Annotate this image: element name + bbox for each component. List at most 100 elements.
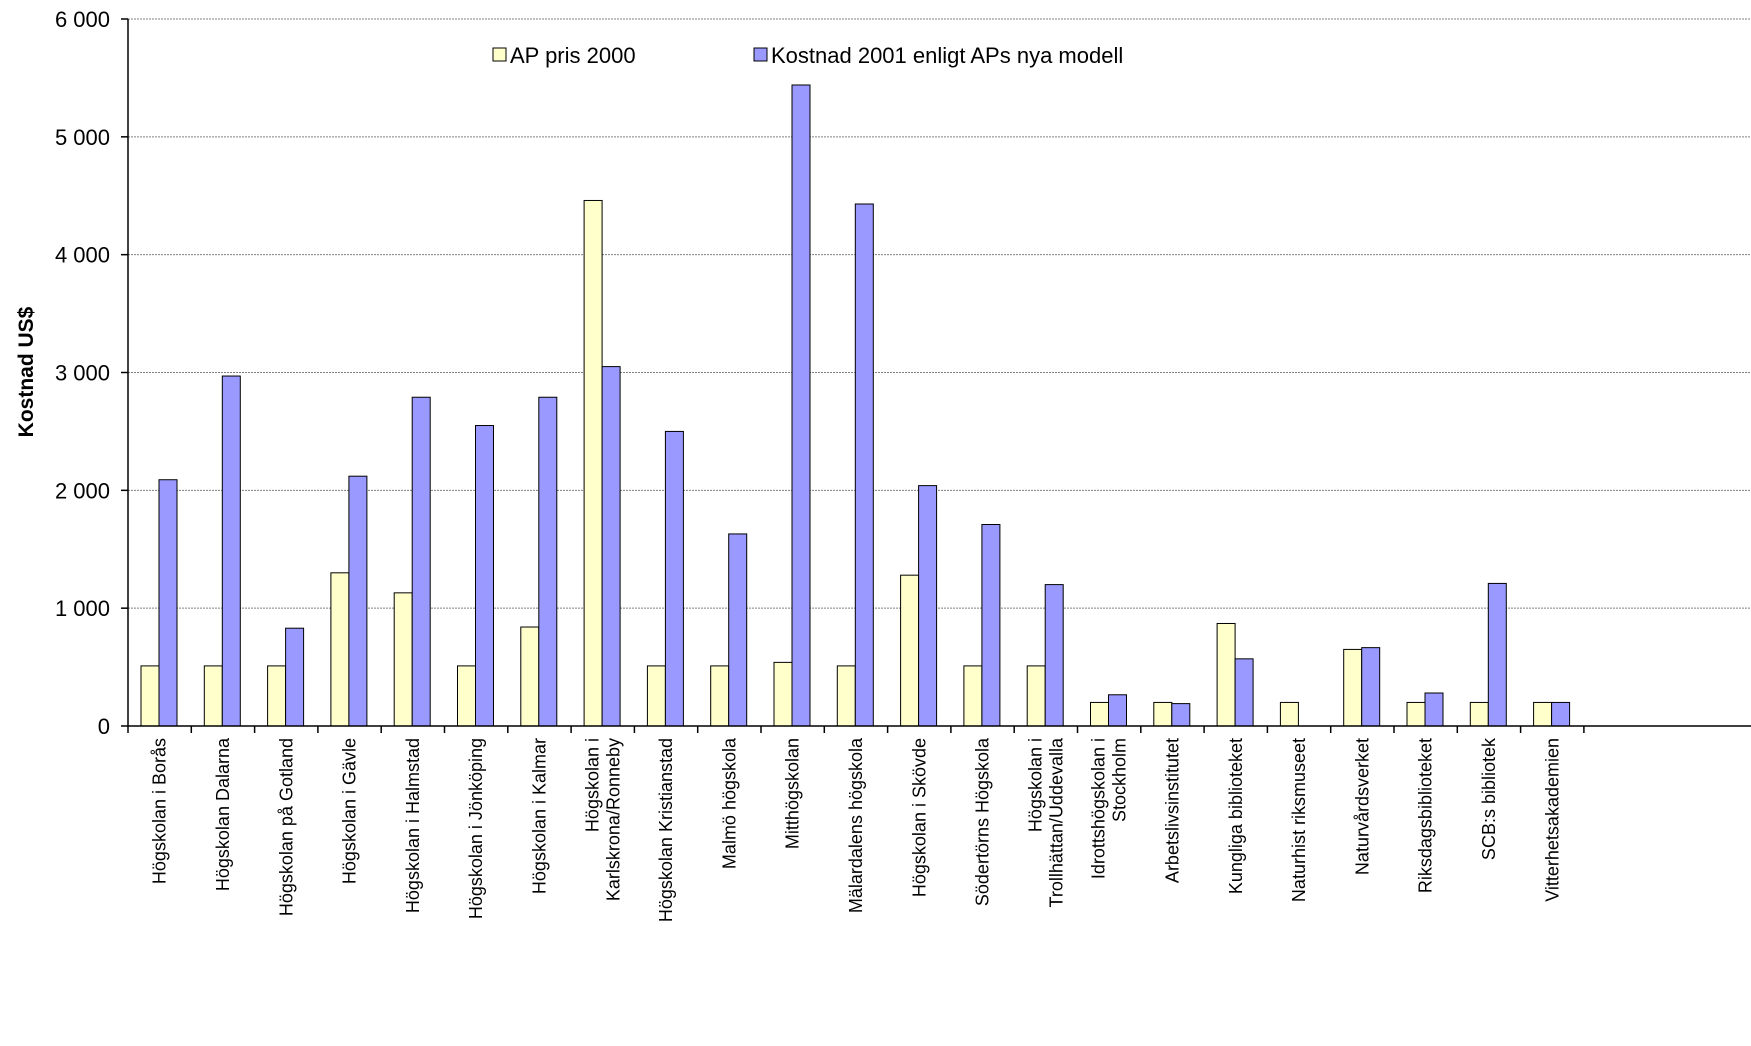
- bar-kostnad-2001: [981, 524, 1001, 727]
- bar-kostnad-2001: [411, 396, 431, 727]
- bars: [140, 84, 1571, 727]
- legend-swatch: [492, 47, 507, 62]
- svg-text:SCB:s bibliotek: SCB:s bibliotek: [1479, 737, 1499, 860]
- y-tick-label: 0: [98, 714, 110, 739]
- svg-text:Högskolan iKarlskrona/Ronneby: Högskolan iKarlskrona/Ronneby: [582, 738, 623, 901]
- x-tick-label: Naturhist riksmuseet: [1289, 738, 1309, 902]
- bar-kostnad-2001: [728, 533, 748, 727]
- x-tick-label: SCB:s bibliotek: [1479, 737, 1499, 860]
- legend-swatch: [753, 47, 768, 62]
- bar-kostnad-2001: [1234, 658, 1254, 727]
- x-tick-label: Högskolan i Jönköping: [466, 738, 486, 919]
- svg-text:Naturvårdsverket: Naturvårdsverket: [1352, 738, 1372, 875]
- bar-ap-pris-2000: [457, 665, 476, 727]
- y-tick-label: 1 000: [55, 596, 110, 621]
- bar-ap-pris-2000: [836, 665, 856, 727]
- svg-text:Mälardalens högskola: Mälardalens högskola: [846, 737, 866, 913]
- axes: [121, 18, 1751, 733]
- bar-ap-pris-2000: [1216, 622, 1236, 727]
- svg-text:Högskolan på Gotland: Högskolan på Gotland: [276, 738, 296, 916]
- x-tick-label: Malmö högskola: [719, 737, 739, 869]
- y-tick-label: 5 000: [55, 125, 110, 150]
- bar-ap-pris-2000: [267, 665, 287, 727]
- x-tick-label: Högskolan i Borås: [150, 738, 170, 884]
- x-tick-label: Högskolan iKarlskrona/Ronneby: [582, 738, 623, 901]
- bar-kostnad-2001: [1424, 692, 1444, 727]
- x-tick-label: Högskolan Kristianstad: [656, 738, 676, 922]
- x-tick-label: Riksdagsbiblioteket: [1416, 738, 1436, 893]
- bar-kostnad-2001: [475, 425, 494, 727]
- bar-kostnad-2001: [1171, 703, 1191, 727]
- y-axis-label: Kostnad US$: [15, 306, 38, 437]
- svg-text:Högskolan i Gävle: Högskolan i Gävle: [340, 738, 360, 884]
- bar-kostnad-2001: [285, 627, 305, 727]
- x-tick-label: Högskolan i Skövde: [909, 738, 929, 897]
- bar-kostnad-2001: [1108, 694, 1127, 727]
- bar-kostnad-2001: [1044, 584, 1064, 727]
- y-tick-label: 4 000: [55, 243, 110, 268]
- svg-text:Mitthögskolan: Mitthögskolan: [783, 738, 803, 849]
- x-tick-label: Högskolan iTrollhättan/Uddevalla: [1025, 737, 1066, 907]
- x-tick-label: Idrottshögskolan iStockholm: [1089, 738, 1130, 879]
- legend-label: AP pris 2000: [510, 43, 636, 68]
- bar-ap-pris-2000: [773, 661, 793, 727]
- bar-ap-pris-2000: [1406, 701, 1426, 727]
- x-tick-label: Högskolan i Kalmar: [529, 738, 549, 894]
- bar-ap-pris-2000: [1090, 701, 1109, 727]
- svg-text:Högskolan iTrollhättan/Uddeval: Högskolan iTrollhättan/Uddevalla: [1025, 737, 1066, 907]
- bar-ap-pris-2000: [1343, 648, 1363, 727]
- x-tick-labels: Högskolan i Borås Högskolan Dalarna Högsko…: [150, 737, 1563, 922]
- bar-ap-pris-2000: [393, 592, 413, 727]
- x-tick-label: Kungliga biblioteket: [1226, 738, 1246, 894]
- svg-text:Naturhist riksmuseet: Naturhist riksmuseet: [1289, 738, 1309, 902]
- bar-ap-pris-2000: [1026, 665, 1046, 727]
- bar-ap-pris-2000: [583, 199, 603, 727]
- bar-ap-pris-2000: [203, 665, 223, 727]
- bar-ap-pris-2000: [1279, 701, 1299, 727]
- bar-kostnad-2001: [791, 84, 811, 727]
- svg-text:Idrottshögskolan iStockholm: Idrottshögskolan iStockholm: [1089, 738, 1130, 879]
- svg-text:Riksdagsbiblioteket: Riksdagsbiblioteket: [1416, 738, 1436, 893]
- x-tick-label: Arbetslivsinstitutet: [1162, 738, 1182, 883]
- bar-ap-pris-2000: [520, 626, 540, 727]
- bar-kostnad-2001: [1361, 647, 1381, 727]
- y-tick-label: 3 000: [55, 361, 110, 386]
- svg-text:Arbetslivsinstitutet: Arbetslivsinstitutet: [1162, 738, 1182, 883]
- svg-text:Kungliga biblioteket: Kungliga biblioteket: [1226, 738, 1246, 894]
- bar-kostnad-2001: [538, 396, 558, 727]
- x-tick-label: Högskolan i Gävle: [340, 738, 360, 884]
- x-tick-label: Vitterhetsakademien: [1542, 738, 1562, 902]
- svg-text:Högskolan Dalarna: Högskolan Dalarna: [213, 737, 233, 891]
- y-tick-label: 2 000: [55, 478, 110, 503]
- svg-text:Högskolan i Kalmar: Högskolan i Kalmar: [529, 738, 549, 894]
- legend-label: Kostnad 2001 enligt APs nya modell: [771, 43, 1123, 68]
- bar-kostnad-2001: [221, 375, 241, 727]
- y-tick-label: 6 000: [55, 7, 110, 32]
- svg-text:Högskolan i Halmstad: Högskolan i Halmstad: [403, 738, 423, 913]
- svg-text:Högskolan i Borås: Högskolan i Borås: [150, 738, 170, 884]
- x-tick-label: Högskolan Dalarna: [213, 737, 233, 891]
- bar-ap-pris-2000: [1153, 701, 1173, 727]
- bar-ap-pris-2000: [1533, 701, 1553, 727]
- bar-kostnad-2001: [158, 479, 178, 727]
- bar-ap-pris-2000: [646, 665, 666, 727]
- x-tick-label: Mitthögskolan: [783, 738, 803, 849]
- bar-kostnad-2001: [1551, 701, 1571, 727]
- y-tick-labels: 0 1 000 2 000 3 000 4 000 5 000 6 000: [55, 7, 110, 739]
- bar-kostnad-2001: [854, 203, 874, 727]
- x-tick-label: Södertörns Högskola: [973, 737, 993, 906]
- bar-ap-pris-2000: [140, 665, 160, 727]
- bar-ap-pris-2000: [330, 572, 350, 727]
- x-tick-label: Naturvårdsverket: [1352, 738, 1372, 875]
- svg-text:Malmö högskola: Malmö högskola: [719, 737, 739, 869]
- bar-kostnad-2001: [664, 430, 684, 727]
- svg-text:Vitterhetsakademien: Vitterhetsakademien: [1542, 738, 1562, 902]
- bar-kostnad-2001: [601, 366, 621, 727]
- svg-text:Högskolan i Jönköping: Högskolan i Jönköping: [466, 738, 486, 919]
- bar-kostnad-2001: [1487, 582, 1507, 727]
- x-tick-label: Mälardalens högskola: [846, 737, 866, 913]
- gridlines: [128, 18, 1751, 609]
- svg-text:Södertörns Högskola: Södertörns Högskola: [973, 737, 993, 906]
- svg-text:Högskolan Kristianstad: Högskolan Kristianstad: [656, 738, 676, 922]
